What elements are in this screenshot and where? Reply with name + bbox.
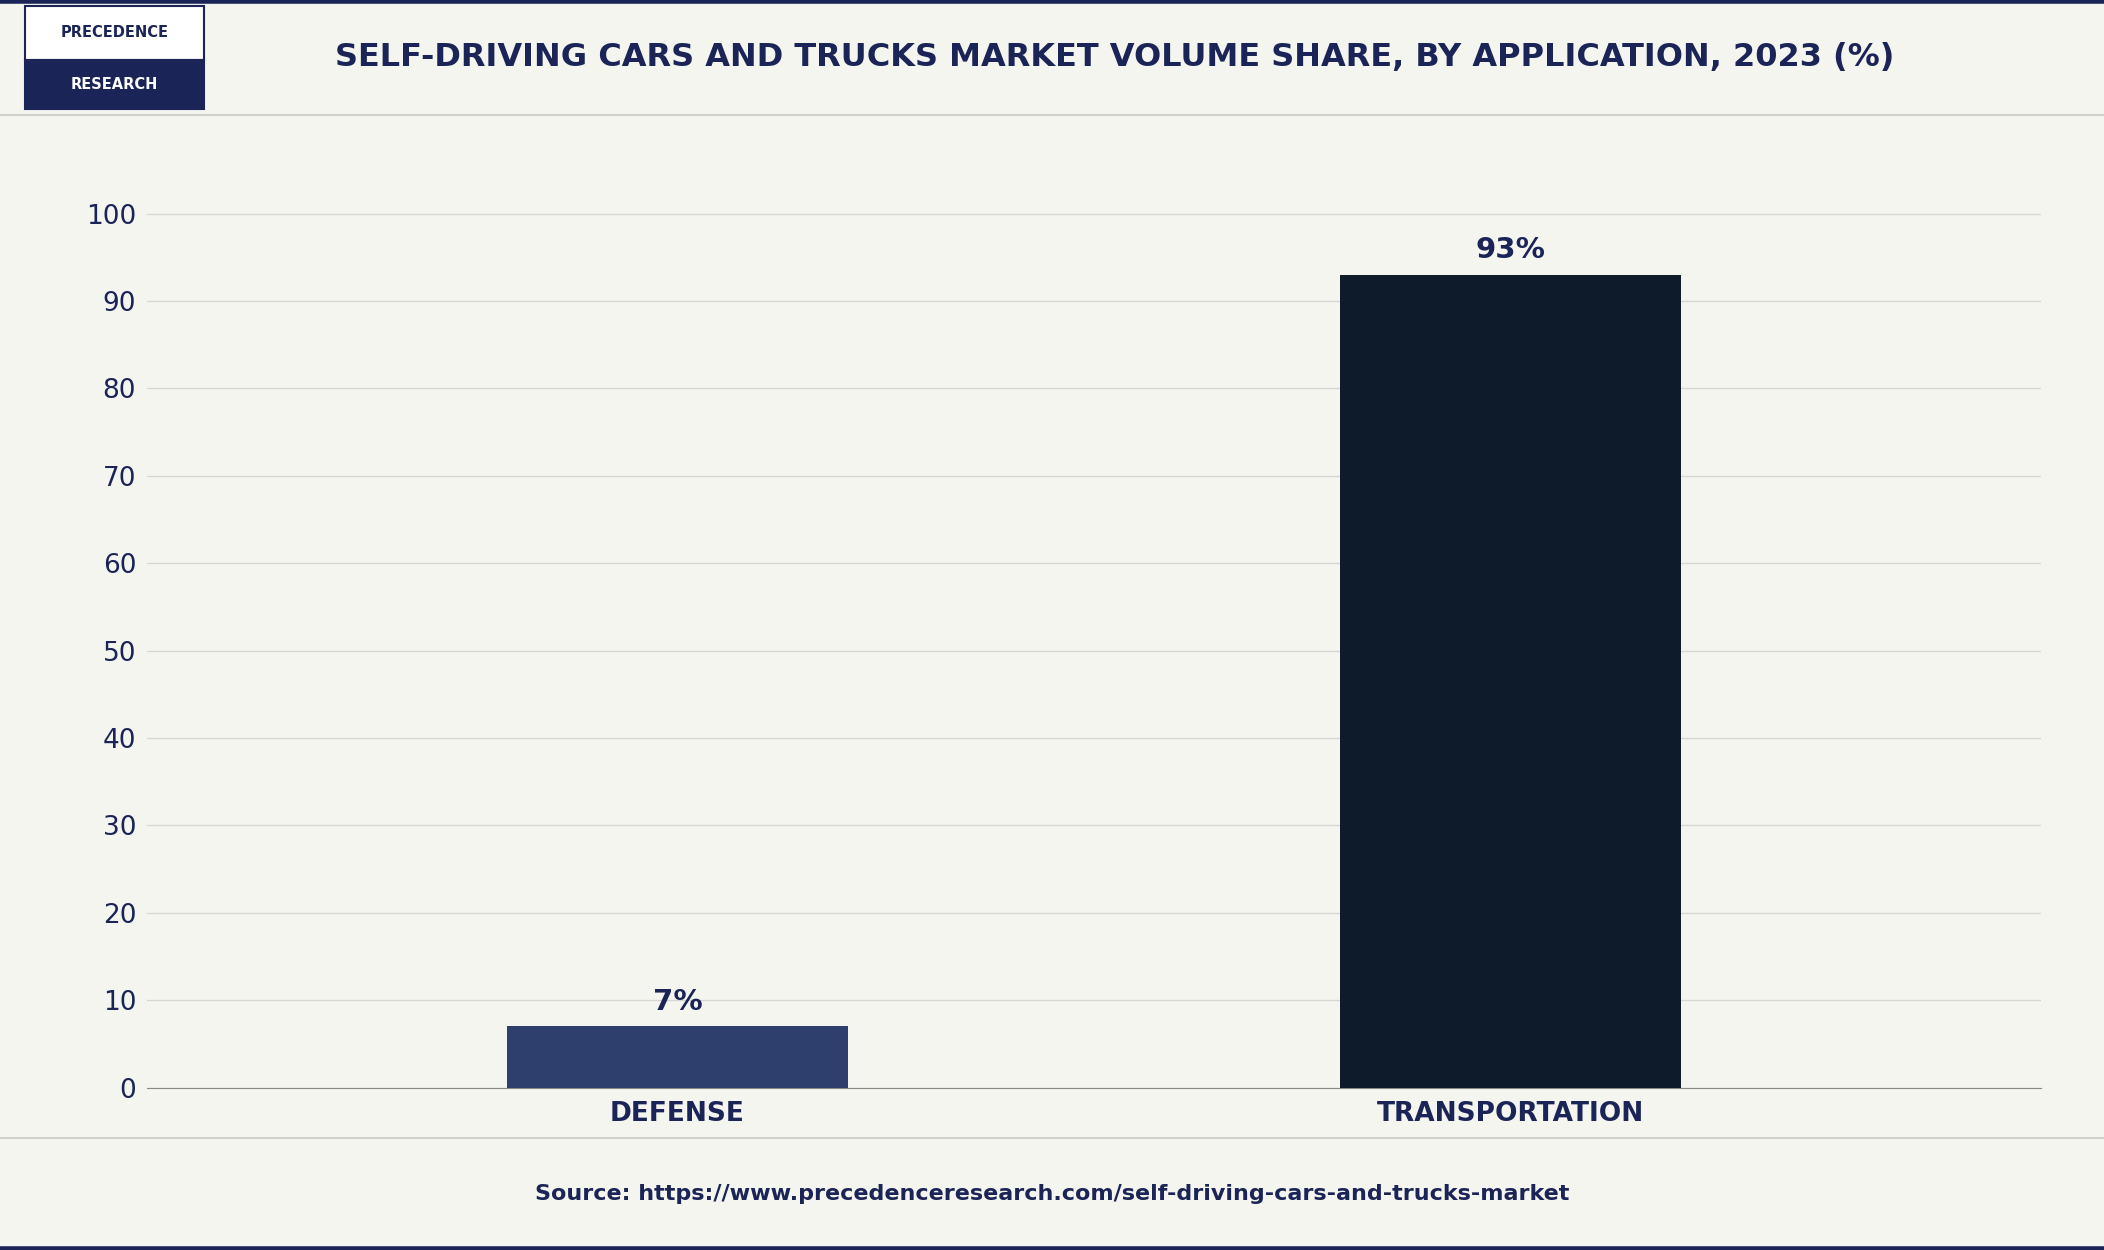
Text: 7%: 7% — [652, 988, 703, 1016]
Bar — [1340, 275, 1681, 1088]
Text: 93%: 93% — [1475, 236, 1546, 264]
Bar — [507, 1026, 848, 1088]
Text: RESEARCH: RESEARCH — [72, 76, 158, 91]
Text: Source: https://www.precedenceresearch.com/self-driving-cars-and-trucks-market: Source: https://www.precedenceresearch.c… — [534, 1184, 1570, 1204]
Text: SELF-DRIVING CARS AND TRUCKS MARKET VOLUME SHARE, BY APPLICATION, 2023 (%): SELF-DRIVING CARS AND TRUCKS MARKET VOLU… — [335, 42, 1896, 72]
Text: PRECEDENCE: PRECEDENCE — [61, 25, 168, 40]
